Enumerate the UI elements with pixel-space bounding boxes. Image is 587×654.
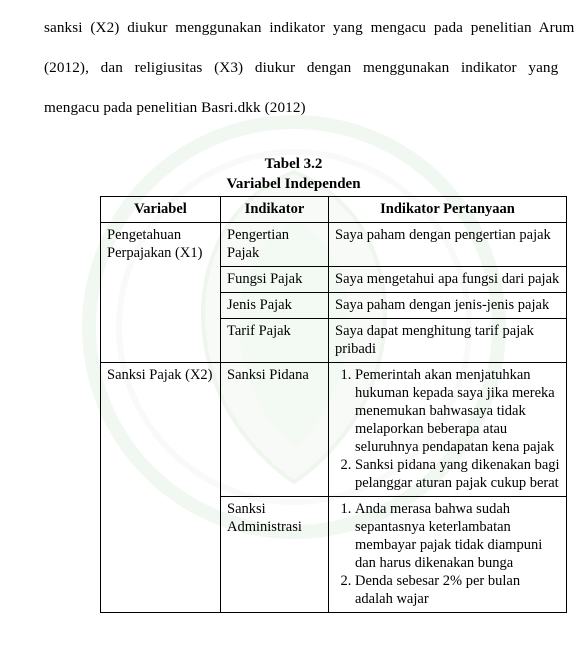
cell-var-x2: Sanksi Pajak (X2) [101,363,221,613]
table-header-row: Variabel Indikator Indikator Pertanyaan [101,197,567,223]
cell-pertanyaan: Saya dapat menghitung tarif pajak pribad… [329,319,567,363]
list-item: Anda merasa bahwa sudah sepantasnya kete… [355,500,560,572]
cell-indikator: Jenis Pajak [221,293,329,319]
table-number: Tabel 3.2 [0,154,587,174]
list-item: Pemerintah akan menjatuhkan hukuman kepa… [355,366,560,456]
para-line-3: mengacu pada penelitian Basri.dkk (2012) [44,88,587,128]
col-pertanyaan: Indikator Pertanyaan [329,197,567,223]
cell-indikator: Pengertian Pajak [221,223,329,267]
cell-var-x1: Pengetahuan Perpajakan (X1) [101,223,221,363]
cell-pertanyaan: Saya mengetahui apa fungsi dari pajak [329,267,567,293]
col-variabel: Variabel [101,197,221,223]
cell-pertanyaan: Saya paham dengan jenis-jenis pajak [329,293,567,319]
cell-pertanyaan: Anda merasa bahwa sudah sepantasnya kete… [329,497,567,613]
cell-pertanyaan: Pemerintah akan menjatuhkan hukuman kepa… [329,363,567,497]
list-item: Denda sebesar 2% per bulan adalah wajar [355,572,560,608]
col-indikator: Indikator [221,197,329,223]
table-row: Pengetahuan Perpajakan (X1) Pengertian P… [101,223,567,267]
table-caption: Tabel 3.2 Variabel Independen [0,154,587,194]
cell-indikator: Sanksi Administrasi [221,497,329,613]
table-title: Variabel Independen [0,174,587,194]
cell-indikator: Tarif Pajak [221,319,329,363]
para-line-1: sanksi (X2) diukur menggunakan indikator… [44,8,587,48]
cell-indikator: Fungsi Pajak [221,267,329,293]
list-item: Sanksi pidana yang dikenakan bagi pelang… [355,456,560,492]
para-line-2: (2012), dan religiusitas (X3) diukur den… [44,48,587,88]
cell-pertanyaan: Saya paham dengan pengertian pajak [329,223,567,267]
cell-indikator: Sanksi Pidana [221,363,329,497]
intro-paragraph: sanksi (X2) diukur menggunakan indikator… [44,8,587,128]
table-row: Sanksi Pajak (X2) Sanksi Pidana Pemerint… [101,363,567,497]
variables-table: Variabel Indikator Indikator Pertanyaan … [100,196,567,613]
